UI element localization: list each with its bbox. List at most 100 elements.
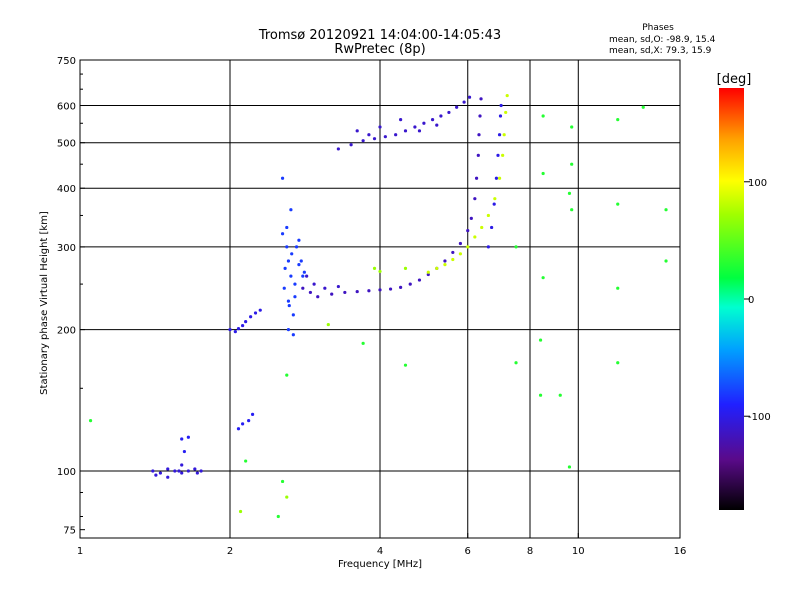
data-point bbox=[151, 469, 155, 473]
y-tick-label: 200 bbox=[57, 326, 76, 337]
data-point bbox=[294, 245, 299, 249]
data-point bbox=[199, 469, 203, 473]
data-point bbox=[486, 245, 490, 249]
y-tick-label: 600 bbox=[57, 102, 76, 113]
data-point bbox=[447, 110, 451, 115]
data-point bbox=[367, 133, 371, 137]
data-point bbox=[361, 341, 365, 345]
data-point bbox=[403, 266, 408, 270]
data-point bbox=[616, 202, 620, 206]
data-point bbox=[343, 290, 347, 295]
data-point bbox=[250, 412, 255, 416]
data-point bbox=[426, 272, 430, 277]
data-point bbox=[504, 110, 508, 115]
y-tick-label: 400 bbox=[57, 184, 76, 195]
data-point bbox=[378, 125, 382, 129]
data-point bbox=[195, 471, 199, 475]
data-point bbox=[241, 323, 245, 328]
data-point bbox=[308, 290, 313, 295]
data-point bbox=[570, 208, 574, 212]
data-point bbox=[286, 299, 291, 303]
data-point bbox=[88, 419, 93, 423]
data-point bbox=[291, 313, 295, 317]
data-point bbox=[462, 100, 466, 104]
data-point bbox=[177, 469, 181, 473]
data-point bbox=[383, 135, 387, 139]
colorbar-tick-label: -100 bbox=[748, 412, 771, 423]
data-point bbox=[158, 471, 163, 475]
data-point bbox=[476, 153, 480, 157]
x-axis-label: Frequency [MHz] bbox=[338, 559, 422, 570]
data-point bbox=[403, 129, 408, 133]
data-point bbox=[283, 266, 287, 270]
data-point bbox=[413, 125, 417, 129]
data-point bbox=[616, 117, 620, 122]
data-point bbox=[355, 289, 359, 294]
data-point bbox=[280, 479, 285, 484]
data-point bbox=[247, 419, 251, 423]
data-point bbox=[458, 252, 463, 256]
data-point bbox=[367, 289, 371, 293]
data-point bbox=[297, 263, 301, 267]
data-point bbox=[186, 435, 190, 439]
stats-heading: Phases bbox=[642, 23, 674, 33]
data-point bbox=[173, 469, 177, 473]
chart-subtitle: RwPretec (8p) bbox=[334, 42, 425, 57]
data-point bbox=[286, 328, 291, 332]
data-point bbox=[323, 286, 327, 290]
data-point bbox=[285, 245, 289, 249]
data-point bbox=[394, 133, 398, 137]
tick-labels: 1 2 4 6 8 10 16 75 100 200 300 400 500 600 750 bbox=[57, 56, 686, 557]
data-point bbox=[258, 308, 262, 312]
data-point bbox=[430, 117, 435, 122]
data-point bbox=[287, 303, 291, 308]
data-point bbox=[477, 133, 481, 137]
grid bbox=[80, 60, 680, 538]
data-point bbox=[616, 286, 620, 290]
data-point bbox=[378, 288, 382, 292]
data-point bbox=[301, 274, 305, 278]
data-point bbox=[417, 129, 422, 133]
data-point bbox=[388, 287, 393, 291]
data-point bbox=[244, 459, 248, 463]
data-point bbox=[403, 363, 408, 367]
data-point bbox=[439, 114, 443, 118]
data-point bbox=[186, 469, 190, 473]
data-point bbox=[499, 103, 503, 108]
data-point bbox=[567, 191, 572, 195]
data-point bbox=[514, 361, 518, 365]
data-point bbox=[502, 133, 506, 137]
stats-x: mean, sd,X: 79.3, 15.9 bbox=[609, 46, 712, 56]
data-point bbox=[236, 427, 241, 431]
data-point bbox=[355, 129, 359, 133]
data-points bbox=[88, 93, 668, 519]
data-point bbox=[280, 176, 285, 180]
data-point bbox=[312, 282, 316, 286]
colorbar-tick-label: 0 bbox=[748, 295, 754, 306]
data-point bbox=[641, 105, 645, 109]
chart-title: Tromsø 20120921 14:04:00-14:05:43 bbox=[258, 28, 501, 43]
data-point bbox=[443, 259, 447, 263]
data-point bbox=[182, 449, 186, 454]
data-point bbox=[180, 437, 184, 441]
y-tick-label: 75 bbox=[63, 526, 76, 537]
data-point bbox=[474, 176, 479, 180]
data-point bbox=[567, 465, 572, 469]
data-point bbox=[305, 274, 309, 278]
data-point bbox=[293, 282, 297, 286]
data-point bbox=[496, 153, 500, 157]
data-point bbox=[289, 274, 293, 278]
data-point bbox=[478, 114, 482, 118]
y-tick-label: 300 bbox=[57, 243, 76, 254]
data-point bbox=[417, 278, 422, 282]
colorbar-label: [deg] bbox=[717, 72, 752, 87]
data-point bbox=[336, 284, 340, 289]
data-point bbox=[289, 208, 293, 212]
data-point bbox=[378, 269, 382, 274]
data-point bbox=[233, 330, 237, 334]
x-tick-label: 1 bbox=[77, 546, 83, 557]
data-point bbox=[467, 95, 472, 99]
data-point bbox=[451, 257, 455, 262]
x-tick-label: 4 bbox=[377, 546, 383, 557]
